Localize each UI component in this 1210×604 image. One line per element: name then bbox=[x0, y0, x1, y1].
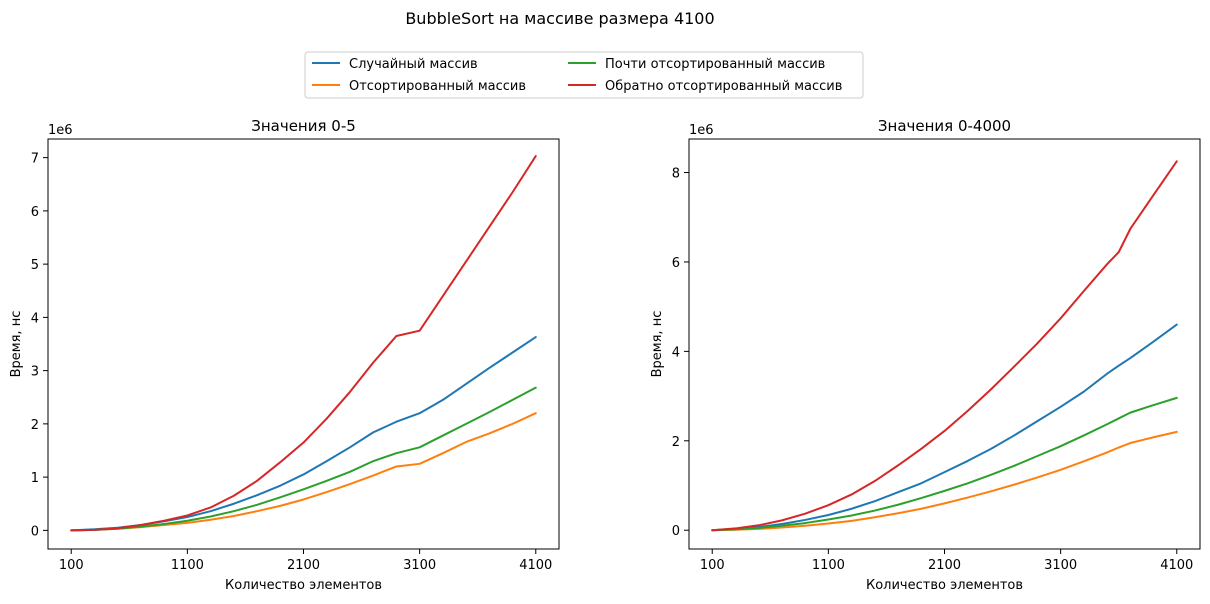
p0-y-tick-label-3: 3 bbox=[31, 365, 39, 380]
suptitle: BubbleSort на массиве размера 4100 bbox=[405, 9, 714, 28]
p0-x-axis-label: Количество элементов bbox=[225, 578, 382, 593]
p0-series-3-line bbox=[70, 155, 537, 532]
p1-y-offset-label: 1e6 bbox=[689, 123, 714, 138]
legend-label-sorted: Отсортированный массив bbox=[349, 79, 526, 94]
chart-panel-right: Значения 0-4000 1e6 100 1100 2100 3100 4100 0 2 4… bbox=[650, 117, 1201, 593]
p1-series-2-line bbox=[711, 396, 1178, 532]
p1-y-axis-label: Время, нс bbox=[650, 311, 665, 378]
p1-x-axis-label: Количество элементов bbox=[866, 578, 1023, 593]
p0-x-tick-label-1100: 1100 bbox=[171, 558, 204, 573]
p1-series-1-line bbox=[711, 430, 1178, 532]
p1-axes-frame bbox=[688, 138, 1201, 550]
p0-x-tick-label-4100: 4100 bbox=[519, 558, 552, 573]
p0-y-tick-label-6: 6 bbox=[31, 205, 39, 220]
p0-y-tick-label-7: 7 bbox=[31, 152, 39, 167]
legend-label-random: Случайный массив bbox=[349, 57, 478, 72]
p1-y-tick-label-6: 6 bbox=[672, 256, 680, 271]
p1-y-tick-label-0: 0 bbox=[672, 524, 680, 539]
p1-y-tick-label-4: 4 bbox=[672, 345, 680, 360]
p0-series-2-line bbox=[70, 386, 537, 532]
p0-y-tick-label-1: 1 bbox=[31, 471, 39, 486]
p1-x-tick-label-1100: 1100 bbox=[812, 558, 845, 573]
p0-y-tick-label-0: 0 bbox=[31, 524, 39, 539]
p0-y-tick-label-4: 4 bbox=[31, 311, 39, 326]
p1-y-tick-label-2: 2 bbox=[672, 435, 680, 450]
chart-panel-left: Значения 0-5 1e6 100 1100 2100 3100 4100 0 1 2 3 4 5… bbox=[9, 117, 560, 593]
p0-y-offset-label: 1e6 bbox=[48, 123, 73, 138]
p0-axes-frame bbox=[47, 138, 560, 550]
p1-y-tick-label-8: 8 bbox=[672, 167, 680, 182]
p1-x-tick-label-100: 100 bbox=[700, 558, 725, 573]
legend-frame bbox=[304, 51, 864, 99]
p1-series-0-line bbox=[711, 323, 1178, 532]
p0-y-tick-label-5: 5 bbox=[31, 258, 39, 273]
p0-x-tick-label-3100: 3100 bbox=[403, 558, 436, 573]
p0-x-tick-label-100: 100 bbox=[59, 558, 84, 573]
p0-series-0-line bbox=[70, 336, 537, 532]
p0-title: Значения 0-5 bbox=[251, 117, 356, 135]
legend: Случайный массив Отсортированный массив … bbox=[304, 51, 864, 99]
p0-y-axis-label: Время, нс bbox=[9, 311, 24, 378]
p0-series-1-line bbox=[70, 412, 537, 532]
p1-x-tick-label-4100: 4100 bbox=[1160, 558, 1193, 573]
p1-x-tick-label-3100: 3100 bbox=[1044, 558, 1077, 573]
p1-title: Значения 0-4000 bbox=[878, 117, 1011, 135]
p0-x-tick-label-2100: 2100 bbox=[287, 558, 320, 573]
legend-label-nearly-sorted: Почти отсортированный массив bbox=[605, 57, 825, 72]
legend-label-reverse-sorted: Обратно отсортированный массив bbox=[605, 79, 842, 94]
p1-x-tick-label-2100: 2100 bbox=[928, 558, 961, 573]
p0-y-tick-label-2: 2 bbox=[31, 418, 39, 433]
p1-series-3-line bbox=[711, 160, 1178, 532]
